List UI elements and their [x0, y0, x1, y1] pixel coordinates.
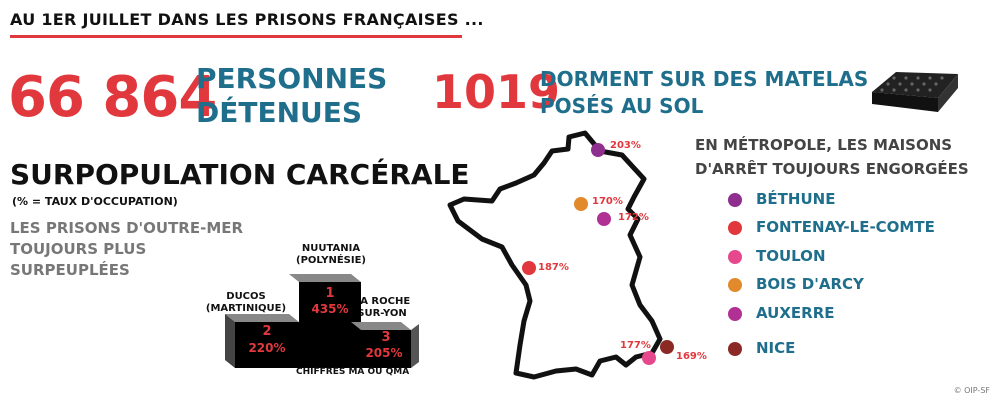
legend-label-bethune: BÉTHUNE: [756, 190, 836, 208]
legend-dot-toulon: [728, 250, 742, 264]
detenus-label-line1: PERSONNES: [196, 62, 388, 95]
metropole-title-line2: D'ARRÊT TOUJOURS ENGORGÉES: [695, 160, 969, 178]
surpopulation-title: SURPOPULATION CARCÉRALE: [10, 158, 470, 191]
marker-toulon: [642, 351, 656, 365]
matelas-label-line2: POSÉS AU SOL: [540, 94, 704, 118]
outremer-line2: TOUJOURS PLUS: [10, 240, 147, 258]
map-pct-nice: 169%: [676, 351, 707, 362]
surpopulation-subtitle: (% = TAUX D'OCCUPATION): [12, 195, 178, 208]
detenus-label-line2: DÉTENUES: [196, 96, 363, 129]
marker-bois-darcy: [574, 197, 588, 211]
marker-fontenay: [522, 261, 536, 275]
podium-footnote: CHIFFRES MA OU QMA: [296, 367, 410, 377]
legend-dot-bois-darcy: [728, 278, 742, 292]
detenus-label: PERSONNES DÉTENUES: [196, 62, 387, 130]
legend-dot-auxerre: [728, 307, 742, 321]
legend-label-auxerre: AUXERRE: [756, 304, 835, 322]
map-pct-auxerre: 172%: [618, 212, 649, 223]
legend-label-fontenay: FONTENAY-LE-COMTE: [756, 218, 935, 236]
podium-block-third: [361, 330, 411, 368]
legend-label-nice: NICE: [756, 339, 796, 357]
podium: [225, 274, 419, 368]
podium-first-name: NUUTANIA: [301, 243, 361, 254]
legend-label-toulon: TOULON: [756, 247, 826, 265]
podium-third-name: LA ROCHE: [353, 296, 411, 307]
outremer-line1: LES PRISONS D'OUTRE-MER: [10, 219, 244, 237]
podium-third-label: LA ROCHE SUR-YON: [350, 296, 414, 320]
credit-text: © OIP-SF: [953, 386, 990, 395]
detenus-number: 66 864: [8, 65, 217, 130]
header-title: AU 1ER JUILLET DANS LES PRISONS FRANÇAIS…: [10, 10, 484, 29]
map-pct-toulon: 177%: [620, 340, 651, 351]
podium-second-pct: 220%: [248, 341, 286, 355]
metropole-title-line1: EN MÉTROPOLE, LES MAISONS: [695, 136, 953, 154]
podium-block-second: [235, 322, 299, 368]
podium-second-label: DUCOS (MARTINIQUE): [196, 291, 296, 315]
legend-dot-nice: [728, 342, 742, 356]
podium-first-region: (POLYNÉSIE): [296, 255, 366, 266]
marker-bethune: [591, 143, 605, 157]
podium-third-rank: 3: [381, 330, 391, 345]
matelas-label: DORMENT SUR DES MATELAS POSÉS AU SOL: [540, 66, 868, 120]
podium-first-pct: 435%: [311, 302, 349, 316]
podium-first-rank: 1: [325, 286, 335, 301]
legend-label-bois-darcy: BOIS D'ARCY: [756, 275, 864, 293]
map-pct-bethune: 203%: [610, 140, 641, 151]
metropole-title: EN MÉTROPOLE, LES MAISONS D'ARRÊT TOUJOU…: [695, 133, 969, 181]
podium-second-region: (MARTINIQUE): [205, 303, 287, 314]
marker-auxerre: [597, 212, 611, 226]
legend-dot-bethune: [728, 193, 742, 207]
outremer-line3: SURPEUPLÉES: [10, 261, 130, 279]
legend-dot-fontenay: [728, 221, 742, 235]
france-map: [447, 130, 674, 380]
marker-nice: [660, 340, 674, 354]
france-outline: [447, 130, 663, 380]
matelas-label-line1: DORMENT SUR DES MATELAS: [540, 67, 869, 91]
podium-second-name: DUCOS: [226, 291, 266, 302]
podium-block-first: [299, 282, 361, 368]
matelas-number: 1019: [432, 65, 561, 119]
map-pct-fontenay: 187%: [538, 262, 569, 273]
mattress-icon: [872, 72, 958, 112]
podium-second-rank: 2: [262, 324, 272, 339]
podium-third-pct: 205%: [365, 346, 403, 360]
podium-third-region: SUR-YON: [357, 308, 407, 319]
map-pct-bois-darcy: 170%: [592, 196, 623, 207]
header-underline: [10, 35, 462, 38]
podium-first-label: NUUTANIA (POLYNÉSIE): [286, 243, 376, 267]
outremer-text: LES PRISONS D'OUTRE-MER TOUJOURS PLUS SU…: [10, 218, 243, 281]
